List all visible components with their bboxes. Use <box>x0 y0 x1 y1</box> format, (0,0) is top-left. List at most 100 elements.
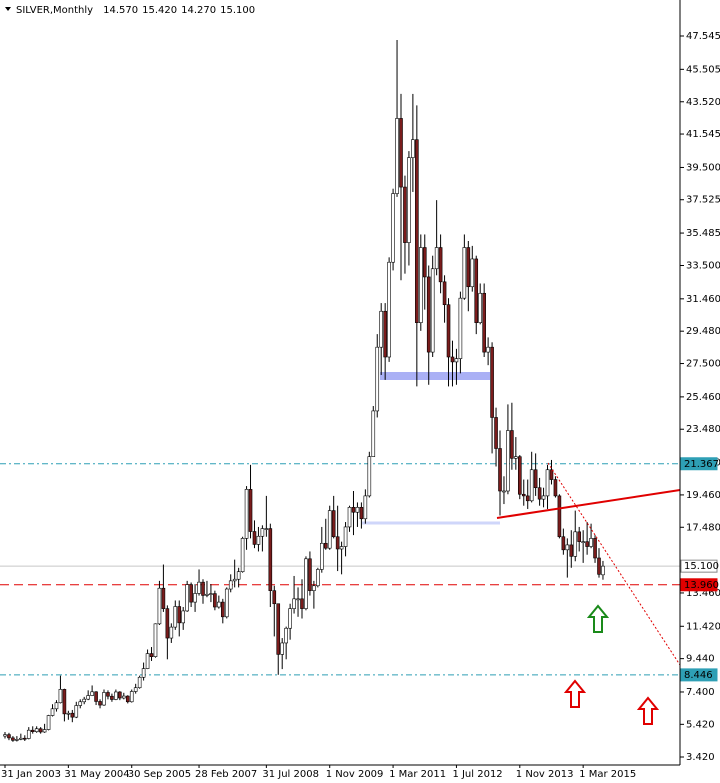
candle-body <box>462 247 467 299</box>
x-tick-label: 1 Nov 2013 <box>516 769 574 780</box>
candle-body <box>145 653 150 669</box>
candle-body <box>577 531 582 542</box>
candle-body <box>11 737 15 741</box>
candle-body <box>280 642 285 655</box>
candle-body <box>379 310 384 348</box>
candle-body <box>102 692 106 706</box>
y-tick-label: 3.420 <box>686 752 715 763</box>
candle-body <box>260 528 265 537</box>
candle-body <box>74 705 79 718</box>
candle-body <box>323 542 328 549</box>
candle-body <box>494 417 498 449</box>
candle-body <box>62 689 67 715</box>
y-tick-label: 11.420 <box>686 621 720 632</box>
candle-body <box>26 729 31 739</box>
candle-body <box>256 535 261 545</box>
level-label: 13.960 <box>684 580 719 591</box>
up-arrow <box>636 696 660 725</box>
candle-body <box>276 603 281 655</box>
candle-body <box>343 526 348 547</box>
candles <box>3 40 605 742</box>
candle-body <box>399 118 403 188</box>
candle-body <box>213 593 217 608</box>
candle-body <box>217 601 221 608</box>
candle-body <box>248 489 253 532</box>
candle-body <box>565 544 570 551</box>
candle-body <box>411 139 415 158</box>
chart-header: SILVER,Monthly 14.570 15.420 14.270 15.100 <box>16 5 255 16</box>
candle-body <box>157 587 162 625</box>
candle-body <box>569 544 574 557</box>
y-tick-label: 39.500 <box>686 162 720 173</box>
candle-body <box>90 691 94 696</box>
candle-body <box>264 528 269 530</box>
candle-body <box>422 247 427 278</box>
candle-body <box>284 627 288 644</box>
candle-body <box>122 695 126 699</box>
candle-body <box>46 715 51 730</box>
candle-body <box>347 507 352 528</box>
x-tick-label: 28 Feb 2007 <box>195 769 257 780</box>
candle-body <box>450 356 455 363</box>
candle-body <box>339 546 344 550</box>
candle-body <box>42 729 47 733</box>
candle-body <box>506 430 510 492</box>
candle-body <box>367 456 372 497</box>
candle-body <box>533 469 538 489</box>
trend-line <box>496 489 681 519</box>
y-tick-label: 35.485 <box>686 228 720 239</box>
high-text: 15.420 <box>142 5 177 16</box>
candle-body <box>525 495 530 502</box>
candle-body <box>268 528 273 591</box>
candle-body <box>110 695 114 700</box>
x-tick-label: 1 Jul 2012 <box>452 769 502 780</box>
candle-body <box>312 585 316 591</box>
y-tick-label: 7.400 <box>686 687 715 698</box>
up-arrow <box>586 604 610 633</box>
candle-body <box>133 687 138 692</box>
candle-body <box>66 712 71 715</box>
candle-body <box>169 626 174 639</box>
candle-body <box>288 608 292 629</box>
candle-body <box>240 538 245 573</box>
y-tick-label: 25.460 <box>686 392 720 403</box>
y-tick-label: 19.460 <box>686 490 720 501</box>
y-tick-label: 41.545 <box>686 129 720 140</box>
candle-body <box>153 623 158 657</box>
candle-body <box>232 578 237 582</box>
candle-body <box>3 734 7 737</box>
candle-body <box>486 346 490 353</box>
candle-body <box>521 493 526 497</box>
y-tick-label: 43.520 <box>686 97 720 108</box>
candle-body <box>415 139 419 323</box>
candle-body <box>118 691 122 699</box>
y-tick-label: 9.440 <box>686 654 715 665</box>
level-label: 15.100 <box>684 561 719 572</box>
candle-body <box>319 542 324 570</box>
y-tick-label: 31.460 <box>686 294 720 305</box>
candle-body <box>490 346 494 418</box>
candle-body <box>300 598 304 609</box>
candle-body <box>517 456 522 495</box>
candle-body <box>351 507 356 513</box>
candle-body <box>228 580 233 590</box>
y-tick-label: 23.480 <box>686 424 720 435</box>
y-tick-label: 37.525 <box>686 195 720 206</box>
y-tick-label: 29.480 <box>686 326 720 337</box>
candle-body <box>19 737 23 740</box>
candle-body <box>236 571 241 580</box>
close-text: 15.100 <box>220 5 255 16</box>
candle-body <box>161 587 166 609</box>
candle-body <box>510 430 514 459</box>
level-box <box>680 578 718 592</box>
candle-body <box>597 557 601 575</box>
candle-body <box>327 510 332 549</box>
candle-body <box>7 734 11 739</box>
trend-line-dotted <box>547 462 681 666</box>
candle-body <box>391 193 395 263</box>
candle-body <box>316 569 320 587</box>
x-tick-label: 31 Jul 2008 <box>262 769 319 780</box>
candle-body <box>561 536 566 551</box>
y-tick-label: 33.500 <box>686 260 720 271</box>
